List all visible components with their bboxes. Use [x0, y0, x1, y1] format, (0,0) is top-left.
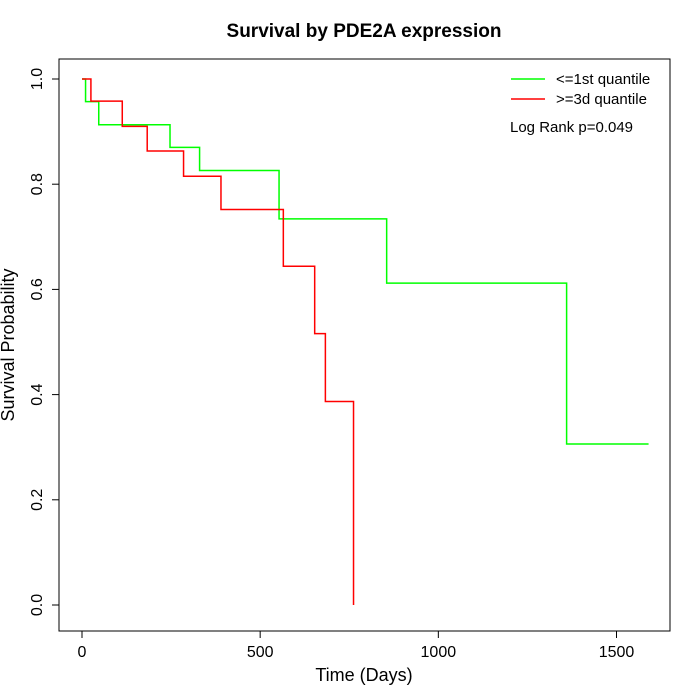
y-axis-label: Survival Probability — [0, 268, 18, 421]
x-tick-label: 1000 — [421, 644, 457, 661]
plot-frame — [58, 58, 671, 632]
x-tick-label: 1500 — [599, 644, 635, 661]
legend: <=1st quantile >=3d quantile — [511, 71, 650, 108]
x-tick-label: 500 — [247, 644, 274, 661]
chart-title: Survival by PDE2A expression — [227, 21, 502, 42]
y-tick-label: 0.4 — [29, 383, 46, 405]
x-axis-label: Time (Days) — [315, 665, 412, 685]
log-rank-annotation: Log Rank p=0.049 — [510, 119, 633, 136]
y-tick-label: 0.6 — [29, 278, 46, 300]
y-tick-label: 0.8 — [29, 173, 46, 195]
series-line-2 — [82, 78, 355, 605]
y-tick-label: 0.0 — [29, 594, 46, 616]
x-axis: 0 500 1000 1500 — [78, 630, 635, 661]
y-tick-label: 1.0 — [29, 68, 46, 90]
legend-label-2: >=3d quantile — [556, 91, 647, 108]
legend-label-1: <=1st quantile — [556, 71, 650, 88]
y-axis: 0.0 0.2 0.4 0.6 0.8 1.0 — [29, 68, 60, 616]
x-tick-label: 0 — [78, 644, 87, 661]
y-tick-label: 0.2 — [29, 489, 46, 511]
series-lines — [82, 78, 649, 605]
